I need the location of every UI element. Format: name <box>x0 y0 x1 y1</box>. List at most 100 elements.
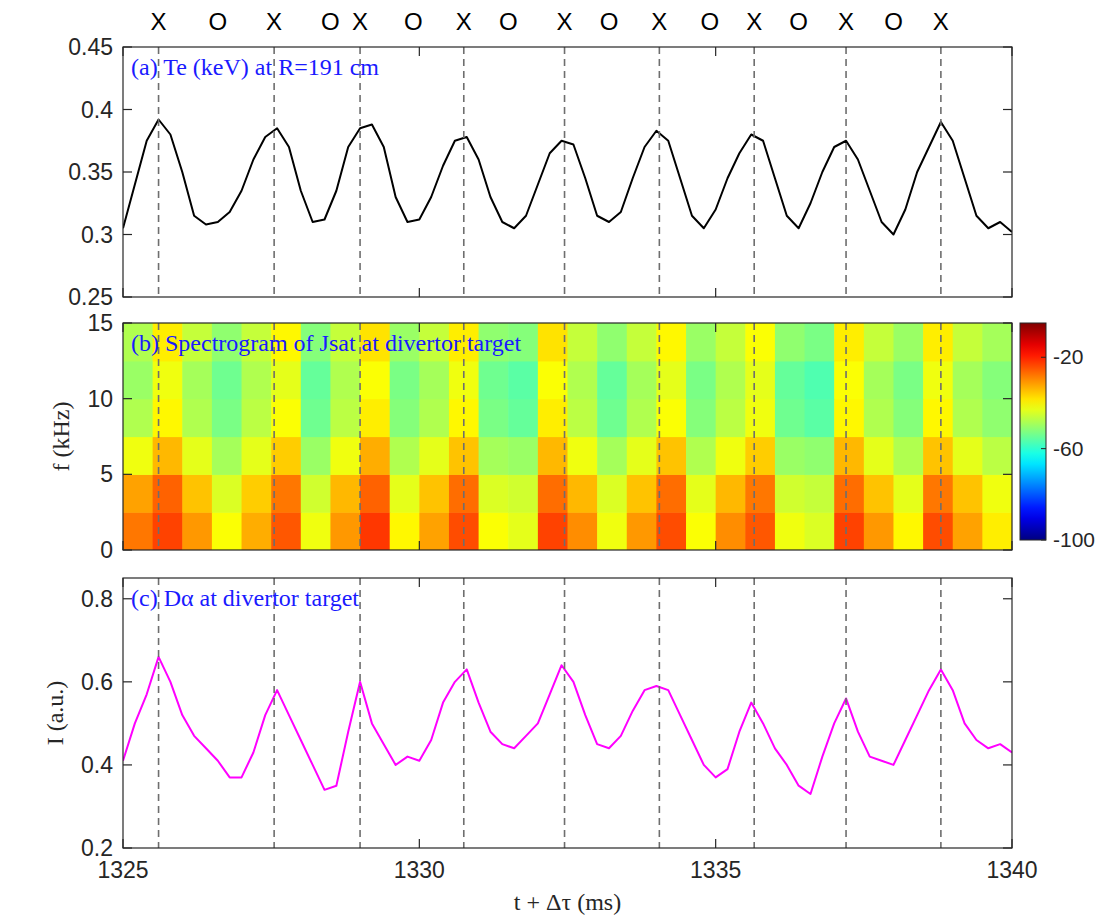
x-tick <box>122 541 123 550</box>
heatmap-cell <box>153 512 183 550</box>
heatmap-cell <box>153 399 183 437</box>
dashed-line <box>273 47 275 297</box>
heatmap-cell <box>982 323 1012 361</box>
colorbar-tick <box>1041 540 1046 541</box>
heatmap-cell <box>242 437 272 475</box>
heatmap-cell <box>390 399 420 437</box>
heatmap-cell <box>330 437 360 475</box>
heatmap-cell <box>805 323 835 361</box>
y-tick <box>123 847 132 848</box>
heatmap-cell <box>301 361 331 399</box>
heatmap-cell <box>953 437 983 475</box>
frame <box>123 578 1012 848</box>
heatmap-cell <box>953 399 983 437</box>
heatmap-cell <box>508 399 538 437</box>
x-tick-label: 1335 <box>690 857 741 883</box>
y-tick-label: 0.35 <box>68 159 113 185</box>
heatmap-cell <box>953 323 983 361</box>
x-axis-title: t + Δτ (ms) <box>514 889 621 915</box>
heatmap-cell <box>834 474 864 512</box>
heatmap-cell <box>893 399 923 437</box>
heatmap-cell <box>805 399 835 437</box>
heatmap-cell <box>508 512 538 550</box>
dashed-line <box>463 47 465 297</box>
plot-area <box>123 47 1012 297</box>
heatmap-cell <box>242 512 272 550</box>
y-tick <box>123 109 132 110</box>
heatmap-cell <box>745 437 775 475</box>
x-tick <box>122 323 123 332</box>
heatmap-cell <box>538 437 568 475</box>
x-tick <box>122 578 123 587</box>
heatmap-cell <box>449 361 479 399</box>
heatmap-cell <box>568 323 598 361</box>
heatmap-cell <box>864 323 894 361</box>
xo-marker: X <box>266 8 282 35</box>
heatmap-cell <box>301 437 331 475</box>
heatmap-cell <box>923 399 953 437</box>
heatmap-cell <box>123 474 153 512</box>
panel-title: (c) Dα at divertor target <box>131 585 359 611</box>
title-box <box>129 585 361 611</box>
x-tick-label: 1330 <box>394 857 445 883</box>
y-tick <box>1003 474 1012 475</box>
y-tick <box>123 764 132 765</box>
heatmap-cell <box>627 512 657 550</box>
x-tick <box>715 288 716 297</box>
x-tick <box>122 288 123 297</box>
heatmap-cell <box>568 474 598 512</box>
dashed-line <box>463 578 465 848</box>
heatmap-cell <box>301 474 331 512</box>
x-tick <box>419 578 420 587</box>
heatmap-cell <box>627 437 657 475</box>
heatmap-cell <box>686 399 716 437</box>
xo-marker: O <box>499 8 518 35</box>
y-tick <box>123 681 132 682</box>
heatmap-cell <box>923 474 953 512</box>
heatmap-cell <box>923 361 953 399</box>
heatmap-cell <box>123 512 153 550</box>
data-line <box>123 657 1012 794</box>
heatmap-cell <box>568 437 598 475</box>
heatmap-cell <box>271 512 301 550</box>
x-tick <box>419 839 420 848</box>
xo-marker: X <box>151 8 167 35</box>
frame <box>123 323 1012 550</box>
heatmap-cell <box>982 474 1012 512</box>
dashed-line <box>564 323 566 550</box>
y-tick <box>123 322 132 323</box>
y-axis-title: I (a.u.) <box>42 681 68 746</box>
panel-title: (b) Spectrogram of Jsat at divertor targ… <box>131 330 521 356</box>
heatmap-cell <box>271 474 301 512</box>
colorbar-tick-label: -20 <box>1053 345 1083 368</box>
heatmap-cell <box>390 512 420 550</box>
y-tick-label: 0.4 <box>81 97 113 123</box>
colorbar <box>1020 323 1046 540</box>
heatmap-cell <box>982 399 1012 437</box>
heatmap-cell <box>212 399 242 437</box>
xo-marker: O <box>208 8 227 35</box>
heatmap-cell <box>864 361 894 399</box>
heatmap-cell <box>893 437 923 475</box>
y-tick <box>1003 764 1012 765</box>
xo-marker: O <box>789 8 808 35</box>
heatmap-cell <box>538 512 568 550</box>
title-box <box>129 54 381 80</box>
heatmap-cell <box>271 361 301 399</box>
y-tick <box>123 474 132 475</box>
heatmap-cell <box>597 437 627 475</box>
heatmap-cell <box>153 437 183 475</box>
heatmap-cell <box>627 399 657 437</box>
heatmap-cell <box>301 399 331 437</box>
dashed-line <box>659 323 661 550</box>
heatmap-cell <box>597 474 627 512</box>
heatmap-cell <box>775 361 805 399</box>
heatmap-cell <box>212 361 242 399</box>
dashed-line <box>940 323 942 550</box>
title-box <box>129 330 523 356</box>
heatmap-cell <box>182 361 212 399</box>
heatmap-cell <box>893 323 923 361</box>
heatmap-cell <box>745 399 775 437</box>
plot-area <box>123 578 1012 848</box>
heatmap-cell <box>864 512 894 550</box>
